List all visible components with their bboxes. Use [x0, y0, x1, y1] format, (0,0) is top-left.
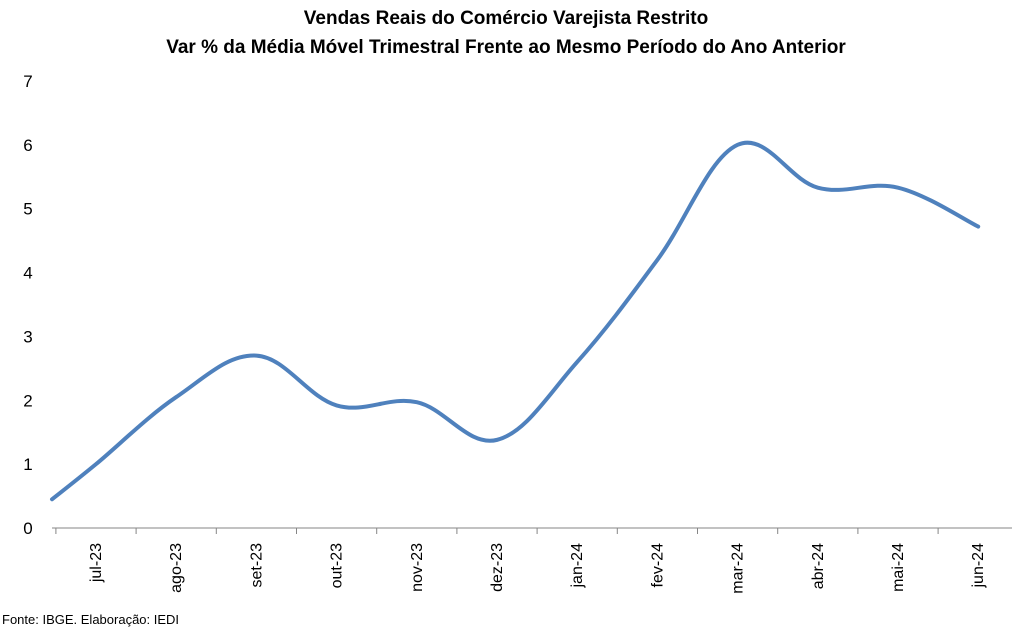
x-tick-label: abr-24 — [810, 543, 827, 589]
x-tick-label: nov-23 — [409, 543, 426, 592]
x-tick-label: jul-23 — [88, 543, 105, 583]
x-tick-label: ago-23 — [168, 543, 185, 593]
source-note: Fonte: IBGE. Elaboração: IEDI — [2, 612, 180, 627]
chart-title: Vendas Reais do Comércio Varejista Restr… — [303, 8, 709, 29]
x-tick-label: jun-24 — [970, 543, 987, 589]
y-tick-label: 0 — [23, 519, 32, 538]
y-tick-label: 4 — [23, 264, 32, 283]
y-tick-label: 5 — [23, 200, 32, 219]
x-tick-label: mai-24 — [890, 543, 907, 592]
x-tick-label: fev-24 — [649, 543, 666, 588]
x-tick-label: dez-23 — [489, 543, 506, 592]
chart-subtitle: Var % da Média Móvel Trimestral Frente a… — [166, 37, 846, 58]
y-tick-label: 7 — [23, 72, 32, 91]
series-line — [50, 140, 981, 502]
y-tick-label: 6 — [23, 136, 32, 155]
y-tick-label: 2 — [23, 391, 32, 410]
x-tick-label: out-23 — [329, 543, 346, 588]
x-tick-label: set-23 — [248, 543, 265, 588]
chart-title-block: Vendas Reais do Comércio Varejista Restr… — [0, 4, 1012, 62]
y-tick-label: 3 — [23, 327, 32, 346]
x-tick-label: jan-24 — [569, 543, 586, 589]
x-tick-label: mar-24 — [730, 543, 747, 594]
y-tick-label: 1 — [23, 455, 32, 474]
